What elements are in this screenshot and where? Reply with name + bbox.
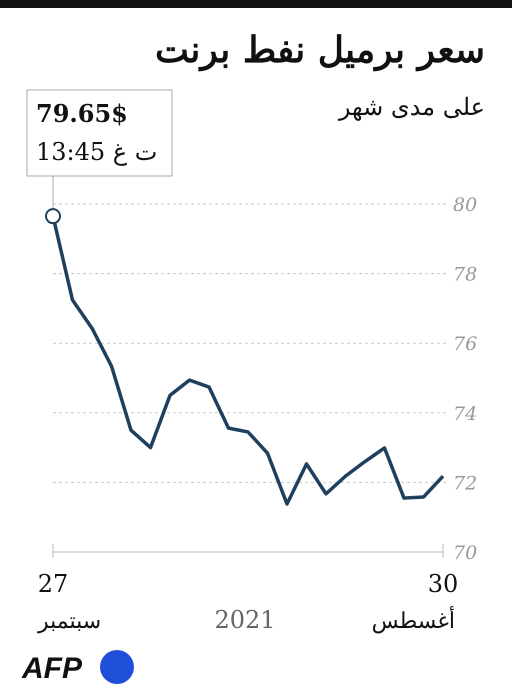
top-bar bbox=[0, 0, 512, 8]
y-tick-label: 70 bbox=[453, 542, 477, 564]
month-label: أغسطس bbox=[372, 605, 455, 634]
x-tick-label: 27 bbox=[38, 570, 69, 598]
year-label: 2021 bbox=[214, 606, 275, 634]
y-tick-label: 74 bbox=[453, 403, 477, 425]
logo: AFP bbox=[21, 652, 83, 685]
line bbox=[51, 215, 445, 506]
y-tick-label: 80 bbox=[453, 194, 477, 216]
highlight-point bbox=[45, 208, 61, 225]
chart-title: سعر برميل نفط برنت bbox=[155, 29, 485, 72]
y-tick-label: 76 bbox=[453, 333, 477, 355]
logo-circle bbox=[100, 650, 134, 684]
callout-box bbox=[26, 89, 173, 177]
value-label: 79.65$ bbox=[36, 99, 128, 128]
x-tick-label: 30 bbox=[428, 570, 459, 598]
y-tick-label: 78 bbox=[453, 264, 477, 286]
y-tick-label: 72 bbox=[453, 472, 477, 494]
chart-subtitle: على مدى شهر bbox=[338, 93, 485, 121]
month-label: سبتمبر bbox=[37, 609, 101, 634]
callout-time: 13:45 ت غ bbox=[36, 138, 157, 166]
